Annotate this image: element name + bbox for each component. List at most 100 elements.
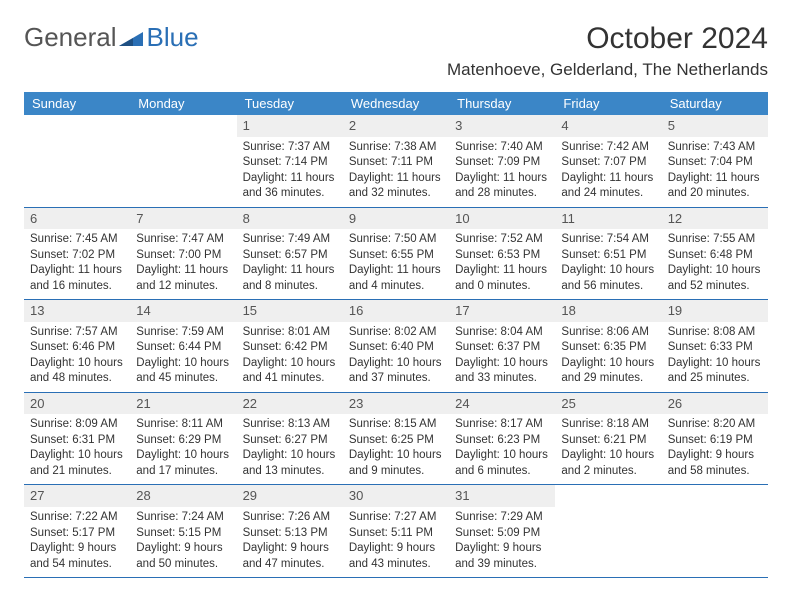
- day-number: 25: [555, 393, 661, 415]
- sunrise-text: Sunrise: 7:45 AM: [30, 232, 124, 248]
- day-body: Sunrise: 8:06 AMSunset: 6:35 PMDaylight:…: [555, 322, 661, 392]
- weeks-container: 1Sunrise: 7:37 AMSunset: 7:14 PMDaylight…: [24, 115, 768, 578]
- sunrise-text: Sunrise: 7:49 AM: [243, 232, 337, 248]
- week-row: 6Sunrise: 7:45 AMSunset: 7:02 PMDaylight…: [24, 208, 768, 301]
- sunrise-text: Sunrise: 8:09 AM: [30, 417, 124, 433]
- sunrise-text: Sunrise: 8:02 AM: [349, 325, 443, 341]
- daylight-text: Daylight: 9 hours and 43 minutes.: [349, 541, 443, 572]
- day-number: 31: [449, 485, 555, 507]
- daylight-text: Daylight: 9 hours and 39 minutes.: [455, 541, 549, 572]
- day-cell: 8Sunrise: 7:49 AMSunset: 6:57 PMDaylight…: [237, 208, 343, 300]
- day-number: 30: [343, 485, 449, 507]
- day-cell: 7Sunrise: 7:47 AMSunset: 7:00 PMDaylight…: [130, 208, 236, 300]
- daylight-text: Daylight: 11 hours and 28 minutes.: [455, 171, 549, 202]
- sunset-text: Sunset: 6:25 PM: [349, 433, 443, 449]
- day-number: 19: [662, 300, 768, 322]
- logo: General Blue: [24, 22, 199, 53]
- day-number: 24: [449, 393, 555, 415]
- sunset-text: Sunset: 7:07 PM: [561, 155, 655, 171]
- sunset-text: Sunset: 6:23 PM: [455, 433, 549, 449]
- day-number: 23: [343, 393, 449, 415]
- daylight-text: Daylight: 9 hours and 58 minutes.: [668, 448, 762, 479]
- sunset-text: Sunset: 6:46 PM: [30, 340, 124, 356]
- sunset-text: Sunset: 6:33 PM: [668, 340, 762, 356]
- sunrise-text: Sunrise: 8:17 AM: [455, 417, 549, 433]
- day-cell: 13Sunrise: 7:57 AMSunset: 6:46 PMDayligh…: [24, 300, 130, 392]
- sunrise-text: Sunrise: 7:54 AM: [561, 232, 655, 248]
- weekday-header: Wednesday: [343, 92, 449, 115]
- daylight-text: Daylight: 11 hours and 0 minutes.: [455, 263, 549, 294]
- daylight-text: Daylight: 10 hours and 37 minutes.: [349, 356, 443, 387]
- day-cell: 2Sunrise: 7:38 AMSunset: 7:11 PMDaylight…: [343, 115, 449, 207]
- day-body: Sunrise: 7:26 AMSunset: 5:13 PMDaylight:…: [237, 507, 343, 577]
- sunrise-text: Sunrise: 7:22 AM: [30, 510, 124, 526]
- daylight-text: Daylight: 10 hours and 29 minutes.: [561, 356, 655, 387]
- sunset-text: Sunset: 6:53 PM: [455, 248, 549, 264]
- sunset-text: Sunset: 7:04 PM: [668, 155, 762, 171]
- day-number: 5: [662, 115, 768, 137]
- day-cell: 5Sunrise: 7:43 AMSunset: 7:04 PMDaylight…: [662, 115, 768, 207]
- day-cell: 6Sunrise: 7:45 AMSunset: 7:02 PMDaylight…: [24, 208, 130, 300]
- sunrise-text: Sunrise: 7:55 AM: [668, 232, 762, 248]
- day-body: Sunrise: 7:52 AMSunset: 6:53 PMDaylight:…: [449, 229, 555, 299]
- sunset-text: Sunset: 6:21 PM: [561, 433, 655, 449]
- sunrise-text: Sunrise: 7:40 AM: [455, 140, 549, 156]
- day-body: Sunrise: 7:22 AMSunset: 5:17 PMDaylight:…: [24, 507, 130, 577]
- sunset-text: Sunset: 6:35 PM: [561, 340, 655, 356]
- sunrise-text: Sunrise: 8:04 AM: [455, 325, 549, 341]
- day-cell: 12Sunrise: 7:55 AMSunset: 6:48 PMDayligh…: [662, 208, 768, 300]
- day-cell: 31Sunrise: 7:29 AMSunset: 5:09 PMDayligh…: [449, 485, 555, 577]
- sunrise-text: Sunrise: 7:24 AM: [136, 510, 230, 526]
- day-body: Sunrise: 8:15 AMSunset: 6:25 PMDaylight:…: [343, 414, 449, 484]
- sunrise-text: Sunrise: 7:50 AM: [349, 232, 443, 248]
- weekday-header: Tuesday: [237, 92, 343, 115]
- week-row: 1Sunrise: 7:37 AMSunset: 7:14 PMDaylight…: [24, 115, 768, 208]
- day-cell: [24, 115, 130, 207]
- sunset-text: Sunset: 6:19 PM: [668, 433, 762, 449]
- sunrise-text: Sunrise: 7:27 AM: [349, 510, 443, 526]
- daylight-text: Daylight: 10 hours and 2 minutes.: [561, 448, 655, 479]
- day-body: Sunrise: 8:02 AMSunset: 6:40 PMDaylight:…: [343, 322, 449, 392]
- day-cell: [130, 115, 236, 207]
- header: General Blue October 2024 Matenhoeve, Ge…: [24, 22, 768, 80]
- day-cell: 25Sunrise: 8:18 AMSunset: 6:21 PMDayligh…: [555, 393, 661, 485]
- daylight-text: Daylight: 11 hours and 32 minutes.: [349, 171, 443, 202]
- day-body: Sunrise: 7:59 AMSunset: 6:44 PMDaylight:…: [130, 322, 236, 392]
- day-body: Sunrise: 7:57 AMSunset: 6:46 PMDaylight:…: [24, 322, 130, 392]
- daylight-text: Daylight: 9 hours and 54 minutes.: [30, 541, 124, 572]
- day-number: 15: [237, 300, 343, 322]
- sunrise-text: Sunrise: 7:42 AM: [561, 140, 655, 156]
- sunrise-text: Sunrise: 7:57 AM: [30, 325, 124, 341]
- sunset-text: Sunset: 5:09 PM: [455, 526, 549, 542]
- day-body: Sunrise: 7:29 AMSunset: 5:09 PMDaylight:…: [449, 507, 555, 577]
- sunrise-text: Sunrise: 8:20 AM: [668, 417, 762, 433]
- daylight-text: Daylight: 11 hours and 20 minutes.: [668, 171, 762, 202]
- sunset-text: Sunset: 6:42 PM: [243, 340, 337, 356]
- day-number: 3: [449, 115, 555, 137]
- sunset-text: Sunset: 6:40 PM: [349, 340, 443, 356]
- calendar: SundayMondayTuesdayWednesdayThursdayFrid…: [24, 92, 768, 578]
- day-body: Sunrise: 7:27 AMSunset: 5:11 PMDaylight:…: [343, 507, 449, 577]
- day-body: Sunrise: 8:20 AMSunset: 6:19 PMDaylight:…: [662, 414, 768, 484]
- day-body: Sunrise: 7:24 AMSunset: 5:15 PMDaylight:…: [130, 507, 236, 577]
- day-body: Sunrise: 7:40 AMSunset: 7:09 PMDaylight:…: [449, 137, 555, 207]
- title-block: October 2024 Matenhoeve, Gelderland, The…: [447, 22, 768, 80]
- sunset-text: Sunset: 6:44 PM: [136, 340, 230, 356]
- day-cell: 26Sunrise: 8:20 AMSunset: 6:19 PMDayligh…: [662, 393, 768, 485]
- day-cell: 4Sunrise: 7:42 AMSunset: 7:07 PMDaylight…: [555, 115, 661, 207]
- day-cell: 1Sunrise: 7:37 AMSunset: 7:14 PMDaylight…: [237, 115, 343, 207]
- day-body: Sunrise: 8:18 AMSunset: 6:21 PMDaylight:…: [555, 414, 661, 484]
- sunrise-text: Sunrise: 8:18 AM: [561, 417, 655, 433]
- day-number: 12: [662, 208, 768, 230]
- day-number: 6: [24, 208, 130, 230]
- sunset-text: Sunset: 7:11 PM: [349, 155, 443, 171]
- day-body: Sunrise: 8:04 AMSunset: 6:37 PMDaylight:…: [449, 322, 555, 392]
- daylight-text: Daylight: 10 hours and 33 minutes.: [455, 356, 549, 387]
- day-cell: 3Sunrise: 7:40 AMSunset: 7:09 PMDaylight…: [449, 115, 555, 207]
- day-number: 29: [237, 485, 343, 507]
- sunset-text: Sunset: 6:55 PM: [349, 248, 443, 264]
- weekday-header: Sunday: [24, 92, 130, 115]
- day-body: Sunrise: 7:37 AMSunset: 7:14 PMDaylight:…: [237, 137, 343, 207]
- day-cell: 21Sunrise: 8:11 AMSunset: 6:29 PMDayligh…: [130, 393, 236, 485]
- day-cell: 9Sunrise: 7:50 AMSunset: 6:55 PMDaylight…: [343, 208, 449, 300]
